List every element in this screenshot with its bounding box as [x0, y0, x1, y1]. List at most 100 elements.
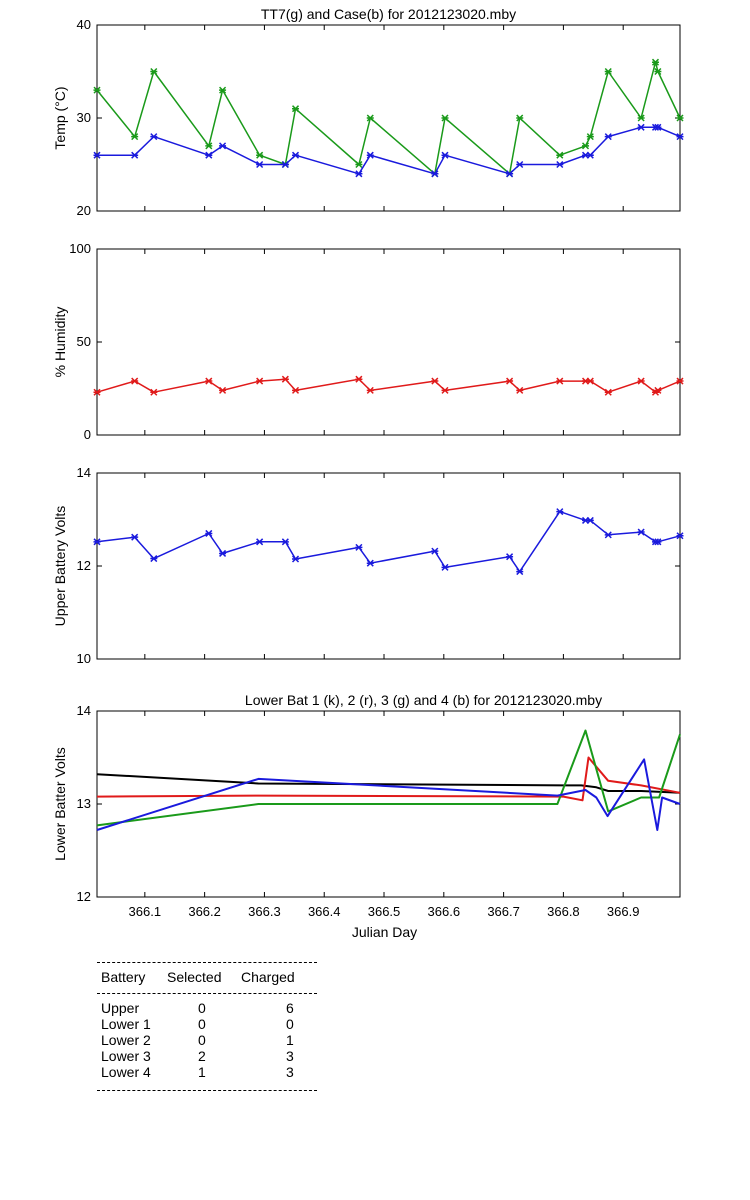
- data-point-humidity: [654, 386, 662, 394]
- data-point-humidity: [516, 386, 524, 394]
- data-point-humidity: [219, 386, 227, 394]
- table-header-charged: Charged: [241, 969, 295, 985]
- data-point-humidity: [256, 377, 264, 385]
- y-tick-label: 13: [77, 796, 91, 811]
- series-line-case: [97, 126, 681, 175]
- data-point-upper: [150, 555, 158, 563]
- data-point-upper: [516, 568, 524, 576]
- data-point-case: [586, 151, 594, 159]
- data-point-humidity: [281, 375, 289, 383]
- y-tick-label: 40: [77, 17, 91, 32]
- plot-frame: [96, 248, 681, 436]
- table-row-battery: Lower 1: [101, 1016, 151, 1032]
- y-tick-label: 100: [69, 241, 91, 256]
- data-point-case: [355, 170, 363, 178]
- x-tick-label: 366.3: [248, 904, 281, 919]
- data-point-humidity: [131, 377, 139, 385]
- data-point-tt7: [150, 67, 158, 76]
- data-point-upper: [586, 516, 594, 524]
- data-point-case: [676, 133, 684, 141]
- table-row-charged: 3: [286, 1064, 294, 1080]
- x-tick-label: 366.9: [607, 904, 640, 919]
- table-row-selected: 0: [198, 1016, 206, 1032]
- table-header-battery: Battery: [101, 969, 146, 985]
- series-line-upper: [96, 510, 681, 573]
- data-point-case: [431, 170, 439, 178]
- data-point-upper: [506, 553, 514, 561]
- data-point-case: [366, 151, 374, 159]
- table-row-battery: Lower 4: [101, 1064, 151, 1080]
- data-point-upper: [604, 531, 612, 539]
- x-tick-label: 366.7: [487, 904, 520, 919]
- plot-frame: [96, 24, 681, 212]
- battery-table: Battery Selected Charged Upper 0 6 Lower…: [97, 962, 317, 1091]
- data-point-humidity: [506, 377, 514, 385]
- data-point-upper: [131, 533, 139, 541]
- data-point-tt7: [581, 142, 590, 150]
- y-tick-label: 12: [77, 558, 91, 573]
- data-point-tt7: [676, 114, 684, 122]
- y-tick-label: 10: [77, 651, 91, 666]
- y-tick-label: 14: [77, 703, 91, 718]
- data-point-upper: [431, 547, 439, 555]
- data-point-upper: [654, 538, 662, 546]
- series-line-tt7: [96, 61, 681, 175]
- series-line-lower-1: [96, 773, 681, 794]
- charts-canvas: 20 30 40 TT7(g) and Case(b) for 2012123020.…: [52, 6, 684, 940]
- data-point-upper: [93, 538, 101, 546]
- table-row-selected: 0: [198, 1000, 206, 1016]
- data-point-humidity: [291, 386, 300, 394]
- data-point-tt7: [637, 114, 645, 122]
- data-point-upper: [366, 559, 374, 567]
- data-point-case: [604, 133, 612, 141]
- y-tick-label: 14: [77, 465, 91, 480]
- table-row-selected: 1: [198, 1064, 206, 1080]
- table-row-battery: Upper: [101, 1000, 140, 1016]
- data-point-tt7: [205, 142, 213, 150]
- chart-panel-2: [93, 248, 684, 436]
- table-row-battery: Lower 3: [101, 1048, 151, 1064]
- x-tick-label: 366.8: [547, 904, 580, 919]
- y-tick-label: 50: [77, 334, 91, 349]
- table-row-charged: 6: [286, 1000, 294, 1016]
- chart-title: Lower Bat 1 (k), 2 (r), 3 (g) and 4 (b) …: [245, 692, 602, 708]
- data-point-upper: [219, 549, 227, 557]
- chart-panel-1: [93, 24, 684, 212]
- data-point-upper: [355, 543, 363, 551]
- data-point-tt7: [651, 58, 660, 66]
- data-point-humidity: [205, 377, 213, 385]
- data-point-tt7: [256, 151, 264, 159]
- y-tick-label: 20: [77, 203, 91, 218]
- table-row-charged: 0: [286, 1016, 294, 1032]
- data-point-case: [637, 123, 645, 131]
- series-line-lower-4: [96, 758, 681, 831]
- y-tick-label: 12: [77, 889, 91, 904]
- table-row-selected: 2: [198, 1048, 206, 1064]
- chart-title: TT7(g) and Case(b) for 2012123020.mby: [261, 6, 516, 22]
- data-point-humidity: [604, 388, 612, 396]
- x-tick-label: 366.2: [188, 904, 221, 919]
- series-line-lower-3: [96, 729, 681, 827]
- data-point-tt7: [516, 114, 524, 122]
- data-point-case: [219, 142, 227, 150]
- y-axis-label: Upper Battery Volts: [52, 506, 68, 627]
- table-row-charged: 3: [286, 1048, 294, 1064]
- table-header-row: Battery Selected Charged: [97, 963, 317, 993]
- data-point-upper: [676, 532, 684, 540]
- data-point-upper: [256, 538, 264, 546]
- x-tick-label: 366.5: [368, 904, 401, 919]
- plot-frame: [96, 472, 681, 660]
- data-point-humidity: [676, 377, 684, 385]
- x-axis-label: Julian Day: [352, 924, 417, 940]
- data-point-tt7: [586, 133, 594, 141]
- y-tick-label: 30: [77, 110, 91, 125]
- chart-panel-3: [93, 472, 684, 660]
- series-line-humidity: [96, 378, 681, 393]
- table-bottom-rule: [97, 1090, 317, 1091]
- data-point-tt7: [355, 160, 363, 169]
- data-point-upper: [441, 563, 449, 571]
- y-tick-label: 0: [84, 427, 91, 442]
- table-body: Upper 0 6 Lower 1 0 0 Lower 2 0 1 Lower …: [97, 994, 317, 1090]
- data-point-case: [205, 151, 213, 159]
- data-point-case: [131, 151, 139, 159]
